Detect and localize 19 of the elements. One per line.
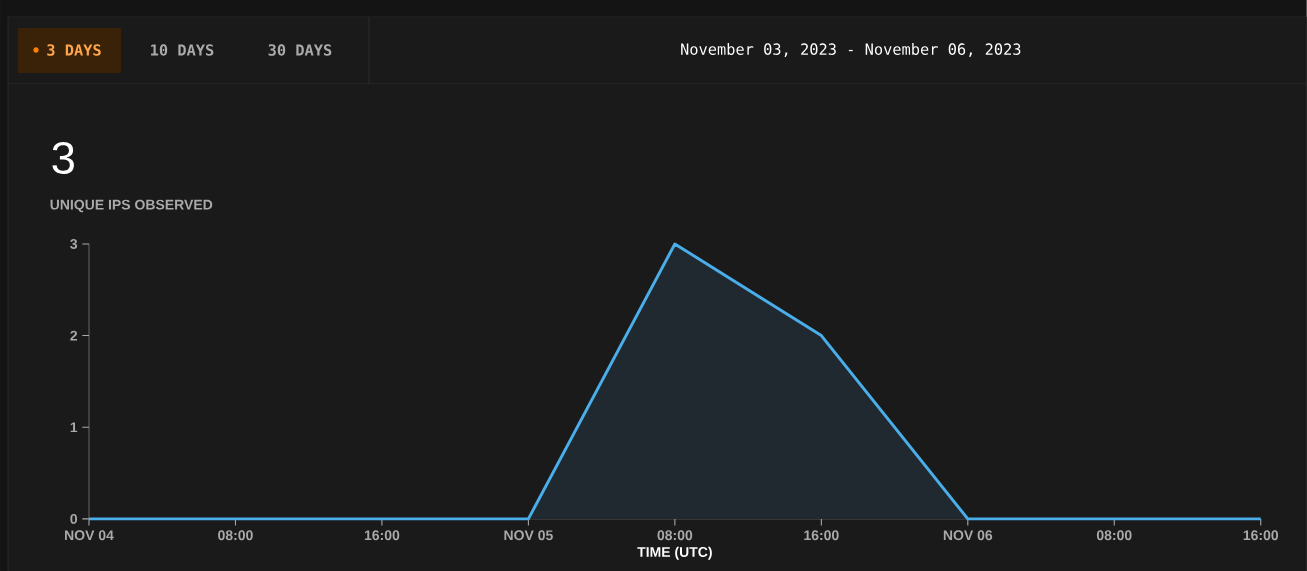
- text: 10 DAYS: [151, 44, 214, 56]
- x-tick-label: 16:00: [1243, 530, 1279, 541]
- x-tick-label: 16:00: [804, 530, 839, 541]
- text: 30 DAYS: [268, 44, 332, 56]
- y-tick-label: 2: [70, 330, 78, 341]
- y-tick-label: 0: [70, 513, 78, 524]
- text: November 03, 2023 - November 06, 2023: [681, 43, 1021, 57]
- text: 3 DAYS: [47, 44, 101, 56]
- x-tick-label: 08:00: [1096, 530, 1132, 541]
- x-tick-label: NOV 04: [65, 530, 114, 541]
- chart-subtitle: UNIQUE IPS OBSERVED: [50, 199, 213, 213]
- x-tick-label: 08:00: [218, 530, 253, 541]
- x-tick-label: NOV 05: [504, 530, 553, 541]
- x-tick-label: 08:00: [657, 530, 693, 541]
- x-tick-label: NOV 06: [943, 530, 993, 541]
- y-tick-label: 1: [70, 422, 78, 432]
- x-axis-title: TIME (UTC): [637, 546, 712, 560]
- y-tick-label: 3: [70, 238, 78, 249]
- x-tick-label: 16:00: [364, 530, 400, 541]
